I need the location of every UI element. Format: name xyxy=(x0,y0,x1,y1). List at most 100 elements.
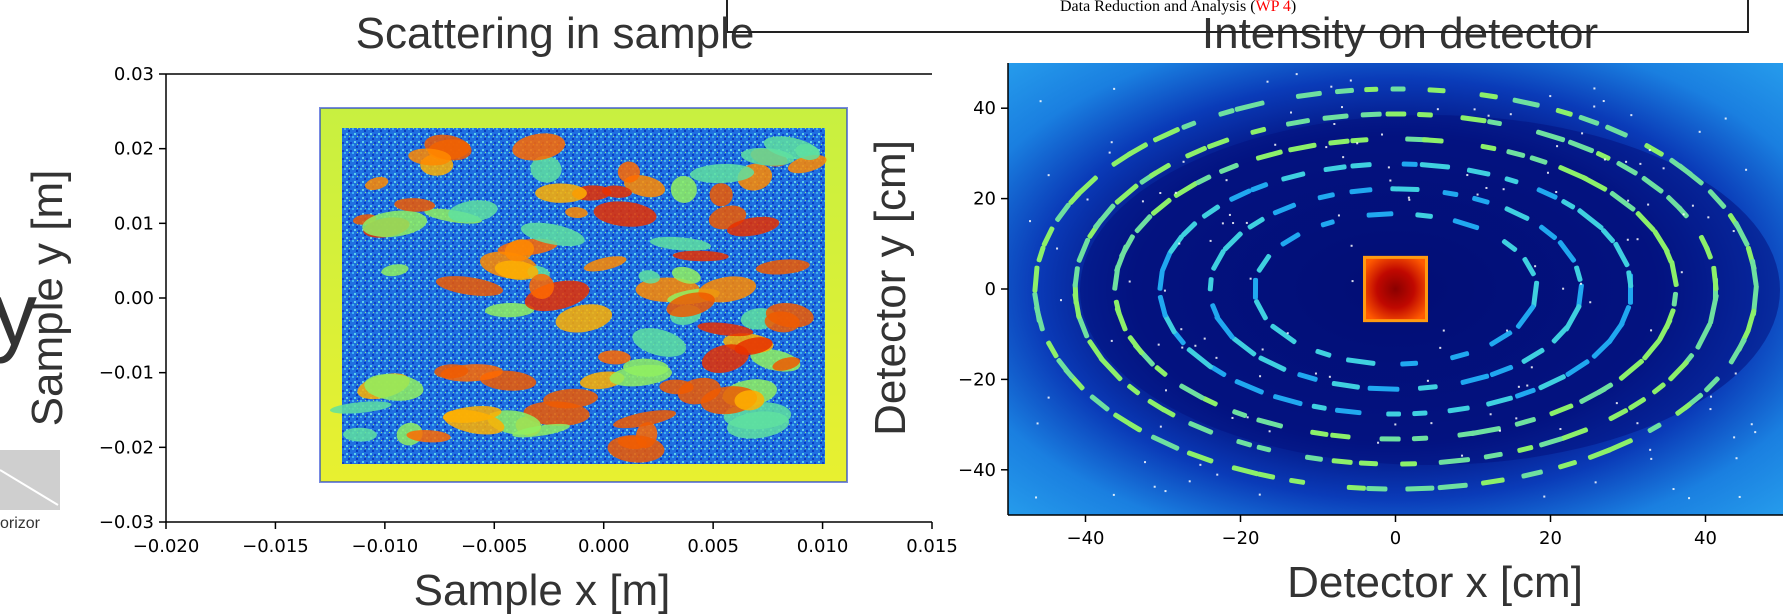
detector-hot-pixel xyxy=(1110,339,1113,342)
detector-streak xyxy=(1162,313,1177,335)
sample-grain-spot xyxy=(597,350,631,365)
detector-streak xyxy=(1232,409,1248,418)
sample-grain-spot xyxy=(434,364,469,379)
sample-grain-spot xyxy=(697,322,754,337)
detector-streak xyxy=(1695,322,1712,350)
detector-hot-pixel xyxy=(1108,151,1111,154)
detector-hot-pixel xyxy=(1349,79,1352,82)
sample-chart: Scattering in sample −0.020 −0.015 −0.010−… xyxy=(23,9,958,615)
detector-streak xyxy=(1390,186,1420,192)
detector-streak xyxy=(1613,241,1630,268)
detector-streak xyxy=(1113,412,1142,433)
detector-streak xyxy=(1254,299,1268,321)
detector-streak xyxy=(1608,408,1629,422)
detector-streak xyxy=(1486,395,1513,407)
detector-hot-pixel xyxy=(1274,143,1277,146)
detector-streak xyxy=(1234,379,1264,395)
sample-grain-spot xyxy=(343,427,377,442)
detector-hot-pixel xyxy=(1203,337,1206,340)
detector-y-tick-label: 40 xyxy=(973,98,996,119)
detector-streak xyxy=(1210,365,1227,378)
detector-hot-pixel xyxy=(1153,485,1156,488)
detector-hot-pixel xyxy=(1473,108,1476,111)
detector-hot-pixel xyxy=(1387,166,1390,169)
detector-y-tick-label: 20 xyxy=(973,189,996,210)
sample-grain-spot xyxy=(740,147,794,166)
detector-hot-pixel xyxy=(1559,428,1562,431)
detector-streak xyxy=(1114,183,1139,205)
detector-hot-pixel xyxy=(1259,375,1262,378)
detector-streak xyxy=(1504,176,1519,185)
detector-hot-pixel xyxy=(1626,238,1629,241)
sample-grain-spot xyxy=(787,154,827,174)
sample-grain-spot xyxy=(593,201,657,227)
detector-hot-pixel xyxy=(1290,111,1293,114)
detector-streak xyxy=(1457,430,1477,438)
detector-streak xyxy=(1322,113,1349,121)
detector-streak xyxy=(1320,219,1335,228)
detector-hot-pixel xyxy=(1498,429,1501,432)
detector-hot-pixel xyxy=(1246,416,1249,419)
detector-streak xyxy=(1647,422,1662,434)
detector-streak xyxy=(1134,214,1153,234)
detector-streak xyxy=(1202,396,1218,407)
detector-streak xyxy=(1255,149,1283,161)
sample-grain-spot xyxy=(690,163,755,184)
detector-streak xyxy=(1056,358,1075,380)
detector-streak xyxy=(1506,149,1526,158)
detector-y-ticks: 40 20 0 −20 −40 xyxy=(958,98,1008,481)
detector-hot-pixel xyxy=(1466,174,1469,177)
detector-streak xyxy=(1258,355,1287,372)
detector-streak xyxy=(1751,284,1759,317)
detector-streak xyxy=(1179,383,1205,401)
detector-streak xyxy=(1119,234,1135,259)
detector-streak xyxy=(1207,277,1214,292)
sample-grain-spot xyxy=(484,303,535,318)
detector-hot-pixel xyxy=(1745,168,1748,171)
detector-streak xyxy=(1366,485,1388,492)
detector-streak xyxy=(1704,376,1720,393)
detector-hot-pixel xyxy=(1581,132,1584,135)
detector-streak xyxy=(1152,127,1180,143)
sample-grain-spot xyxy=(512,133,566,161)
detector-streak xyxy=(1089,394,1110,412)
detector-streak xyxy=(1032,265,1040,293)
detector-hot-pixel xyxy=(1182,160,1185,163)
sample-grain-spot xyxy=(494,260,539,280)
detector-streak xyxy=(1551,324,1570,344)
detector-hot-pixel xyxy=(1530,366,1533,369)
detector-streak xyxy=(1595,151,1611,161)
detector-streak xyxy=(1160,250,1173,273)
sample-x-tick-label: −0.015 xyxy=(242,536,309,557)
detector-hot-pixel xyxy=(1647,203,1650,206)
detector-hot-pixel xyxy=(1515,417,1518,420)
detector-streak xyxy=(1257,471,1276,480)
detector-streak xyxy=(1127,335,1144,356)
detector-hot-pixel xyxy=(1112,493,1115,496)
detector-hot-pixel xyxy=(1047,174,1050,177)
detector-streak xyxy=(1438,457,1471,465)
fragment-thumbnail-line xyxy=(0,469,59,506)
detector-hot-pixel xyxy=(1194,344,1197,347)
sample-grain-spot xyxy=(764,311,800,333)
detector-hot-pixel xyxy=(1258,493,1261,496)
detector-streak xyxy=(1211,249,1226,271)
sample-grains xyxy=(329,133,827,463)
detector-streak xyxy=(1072,266,1080,288)
detector-streak xyxy=(1452,218,1480,231)
detector-hot-pixel xyxy=(1351,280,1354,283)
detector-hot-pixel xyxy=(1228,213,1231,216)
detector-streak xyxy=(1501,239,1518,252)
detector-streak xyxy=(1578,114,1600,126)
detector-streak xyxy=(1186,347,1214,370)
detector-streak xyxy=(1708,293,1719,325)
sample-y-label: Sample y [m] xyxy=(23,170,72,427)
sample-x-tick-label: 0.000 xyxy=(578,536,630,557)
detector-streak xyxy=(1181,120,1197,130)
detector-streak xyxy=(1270,323,1297,345)
detector-streak xyxy=(1150,197,1172,216)
detector-hot-pixel xyxy=(1215,356,1218,359)
detector-streak xyxy=(1728,337,1747,365)
detector-streak xyxy=(1311,403,1327,411)
detector-chart-title: Intensity on detector xyxy=(1202,9,1598,58)
